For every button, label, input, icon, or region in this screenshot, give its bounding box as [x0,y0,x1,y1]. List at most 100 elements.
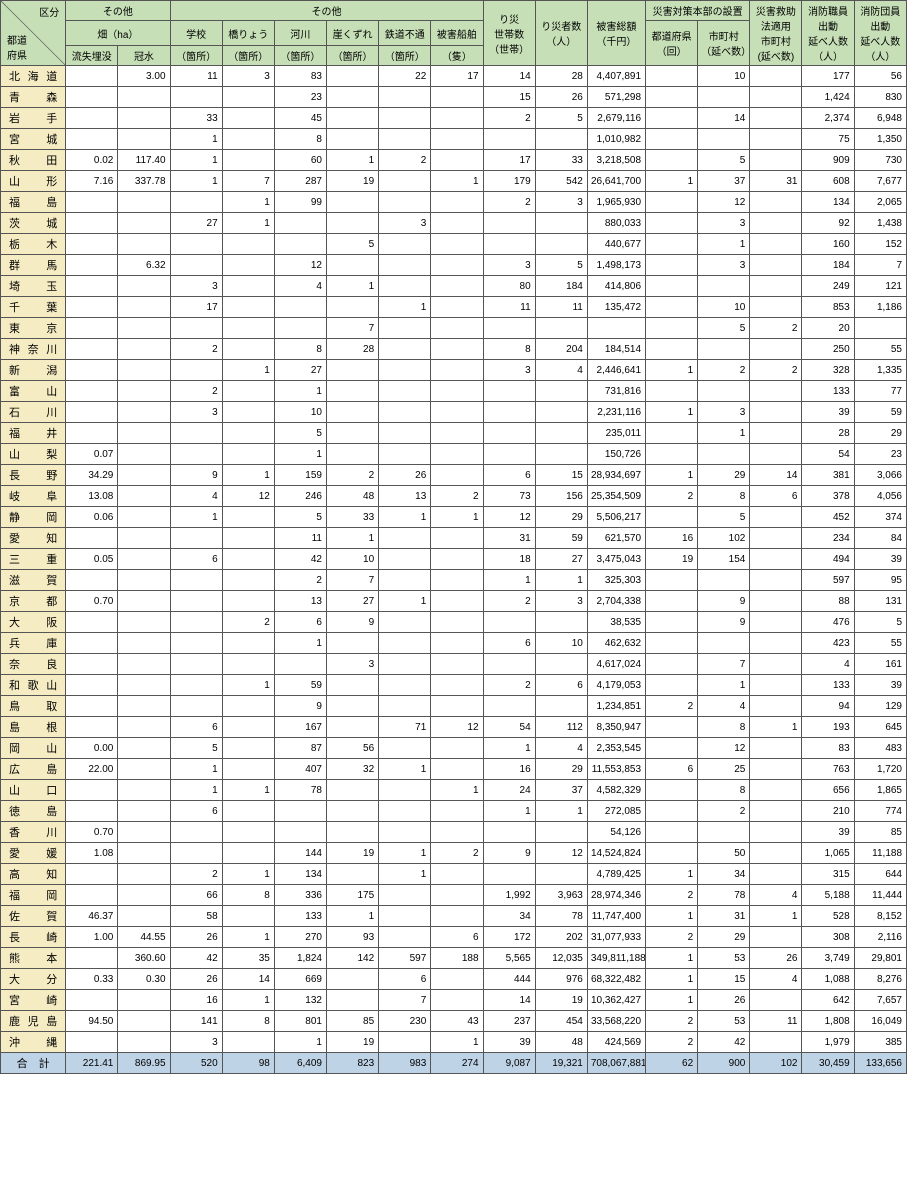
value-cell: 26 [379,465,431,486]
value-cell [750,297,802,318]
value-cell: 1 [646,171,698,192]
value-cell [170,444,222,465]
value-cell: 2 [483,591,535,612]
value-cell [587,318,645,339]
value-cell: 0.02 [66,150,118,171]
value-cell [750,108,802,129]
value-cell: 39 [802,822,854,843]
value-cell [66,255,118,276]
value-cell [118,381,170,402]
value-cell: 708,067,881 [587,1053,645,1074]
table-row: 宮城181,010,982751,350 [1,129,907,150]
header-group1: その他 [66,1,170,21]
value-cell: 597 [379,948,431,969]
value-cell [535,822,587,843]
value-cell: 26 [170,969,222,990]
value-cell: 193 [802,717,854,738]
value-cell: 33,568,220 [587,1011,645,1032]
value-cell: 16 [170,990,222,1011]
value-cell [646,213,698,234]
header-rail: 鉄道不通 [379,21,431,46]
value-cell: 6,948 [854,108,906,129]
value-cell: 0.07 [66,444,118,465]
value-cell [326,990,378,1011]
value-cell: 159 [274,465,326,486]
value-cell: 10 [535,633,587,654]
value-cell [698,129,750,150]
value-cell: 2 [379,150,431,171]
value-cell [431,402,483,423]
value-cell: 494 [802,549,854,570]
value-cell: 68,322,482 [587,969,645,990]
value-cell: 88 [802,591,854,612]
value-cell: 33 [326,507,378,528]
value-cell: 774 [854,801,906,822]
value-cell [170,633,222,654]
value-cell: 11 [750,1011,802,1032]
value-cell: 99 [274,192,326,213]
value-cell: 12 [274,255,326,276]
value-cell: 315 [802,864,854,885]
value-cell: 7 [854,255,906,276]
value-cell [431,465,483,486]
value-cell [854,318,906,339]
value-cell [274,801,326,822]
value-cell: 172 [483,927,535,948]
value-cell [274,654,326,675]
value-cell: 13 [274,591,326,612]
value-cell: 18 [483,549,535,570]
prefecture-cell: 和歌山 [1,675,66,696]
prefecture-cell: 山形 [1,171,66,192]
value-cell: 1 [698,675,750,696]
value-cell [326,801,378,822]
value-cell: 133 [274,906,326,927]
value-cell [750,591,802,612]
value-cell [222,297,274,318]
value-cell [66,360,118,381]
value-cell: 11,553,853 [587,759,645,780]
value-cell: 2 [698,801,750,822]
value-cell: 54,126 [587,822,645,843]
value-cell [379,633,431,654]
value-cell: 1 [170,780,222,801]
value-cell: 3 [535,192,587,213]
value-cell: 730 [854,150,906,171]
value-cell [326,192,378,213]
value-cell [483,213,535,234]
value-cell: 869.95 [118,1053,170,1074]
value-cell: 1 [222,465,274,486]
table-row: 東京75220 [1,318,907,339]
value-cell: 2 [646,927,698,948]
value-cell: 2 [431,843,483,864]
prefecture-cell: 広島 [1,759,66,780]
value-cell: 12 [698,192,750,213]
value-cell: 94 [802,696,854,717]
value-cell: 3,475,043 [587,549,645,570]
value-cell: 983 [379,1053,431,1074]
header-corps: 消防団員出動延べ人数（人） [854,1,906,66]
header-river: 河川 [274,21,326,46]
value-cell [66,66,118,87]
value-cell: 4,582,329 [587,780,645,801]
value-cell [118,906,170,927]
value-cell: 823 [326,1053,378,1074]
value-cell: 152 [854,234,906,255]
value-cell: 4 [274,276,326,297]
value-cell: 0.30 [118,969,170,990]
value-cell [431,381,483,402]
value-cell [379,780,431,801]
value-cell [698,633,750,654]
value-cell [750,822,802,843]
value-cell: 7 [326,570,378,591]
value-cell [66,297,118,318]
prefecture-cell: 山梨 [1,444,66,465]
value-cell [379,87,431,108]
value-cell: 3 [170,1032,222,1053]
value-cell: 644 [854,864,906,885]
value-cell: 202 [535,927,587,948]
value-cell: 2 [646,696,698,717]
value-cell: 83 [274,66,326,87]
value-cell: 454 [535,1011,587,1032]
value-cell: 6 [274,612,326,633]
value-cell: 6 [535,675,587,696]
